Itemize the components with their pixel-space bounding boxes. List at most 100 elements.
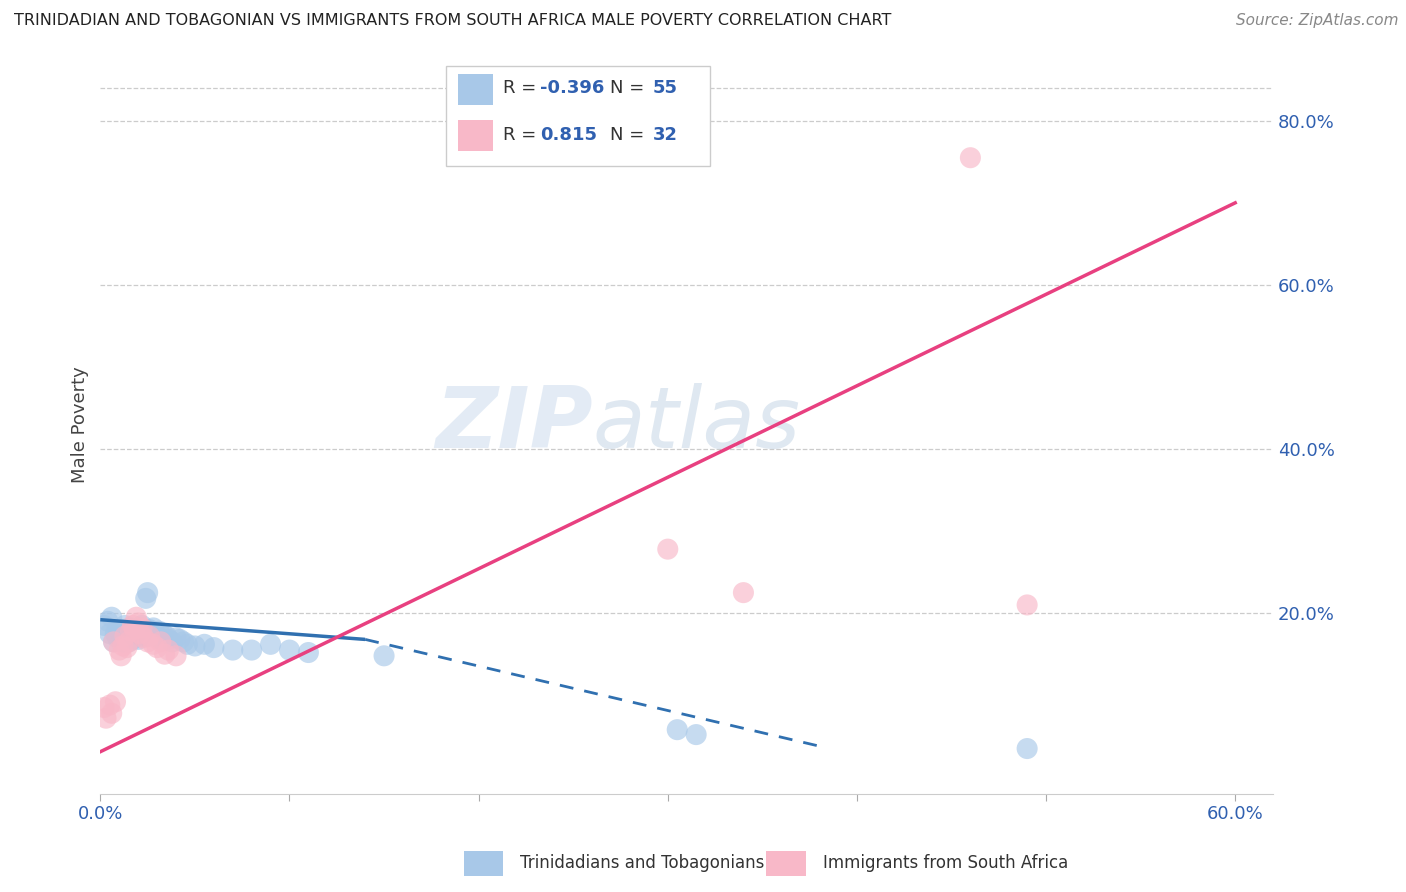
Point [114,629,136,643]
Text: 0.815: 0.815 [540,126,598,144]
Point [100,610,122,624]
Point [146,640,169,655]
Point [118,635,141,649]
Point [1017,741,1039,756]
Point [104,626,127,640]
Point [112,639,135,653]
Point [104,695,127,709]
Point [132,626,155,640]
Text: Trinidadians and Tobagonians: Trinidadians and Tobagonians [520,855,765,872]
Point [193,637,215,651]
Point [118,635,141,649]
Point [173,635,195,649]
Point [121,632,143,647]
Text: Immigrants from South Africa: Immigrants from South Africa [823,855,1067,872]
Text: ZIP: ZIP [436,383,593,466]
Bar [446,66,710,166]
Point [176,637,198,651]
Bar [458,74,494,104]
Point [132,631,155,645]
Point [222,643,245,657]
Point [136,629,159,643]
Point [112,635,135,649]
Point [125,623,148,637]
Point [124,626,146,640]
Point [666,723,689,737]
Point [657,542,679,557]
Point [138,629,160,643]
Point [142,637,165,651]
Point [98,626,121,640]
Point [115,640,138,655]
Point [240,643,263,657]
Point [115,629,138,643]
Text: 32: 32 [652,126,678,144]
Point [138,623,160,637]
Point [149,632,172,647]
Point [259,637,281,651]
Point [121,618,143,632]
Point [93,618,115,632]
Point [105,631,128,645]
Point [153,647,176,661]
Point [131,621,153,635]
Point [93,700,115,714]
Point [131,618,153,632]
Point [297,646,319,660]
Point [103,635,125,649]
Text: 55: 55 [652,79,678,97]
Point [157,643,180,657]
Point [373,648,395,663]
Point [127,632,149,647]
Point [125,610,148,624]
Point [120,621,142,635]
Point [184,639,207,653]
Point [131,629,153,643]
Point [160,635,183,649]
Point [157,632,180,647]
Point [278,643,301,657]
Point [110,648,132,663]
Point [118,624,141,639]
Point [100,706,122,721]
Point [165,631,187,645]
Text: Source: ZipAtlas.com: Source: ZipAtlas.com [1236,13,1399,29]
Text: N =: N = [610,79,651,97]
Point [129,624,152,639]
Point [152,626,174,640]
Text: R =: R = [502,79,541,97]
Point [114,618,136,632]
Point [136,635,159,649]
Point [94,711,117,725]
Point [135,591,157,606]
Point [98,698,121,712]
Text: -0.396: -0.396 [540,79,605,97]
Point [124,623,146,637]
Point [127,615,149,630]
Point [142,621,165,635]
Point [146,629,169,643]
Point [108,623,131,637]
Point [143,626,166,640]
Point [685,728,707,742]
Point [733,585,755,599]
Point [127,626,149,640]
Point [169,632,191,647]
Point [103,635,125,649]
Point [959,151,981,165]
Point [110,626,132,640]
Point [136,585,159,599]
Point [108,643,131,657]
Point [1017,598,1039,612]
Point [149,635,172,649]
Point [97,615,120,629]
Point [165,648,187,663]
Point [120,624,142,639]
Text: atlas: atlas [593,383,801,466]
Y-axis label: Male Poverty: Male Poverty [72,366,89,483]
Point [148,624,170,639]
Point [141,624,163,639]
Text: R =: R = [502,126,541,144]
Point [129,626,152,640]
Point [155,629,177,643]
